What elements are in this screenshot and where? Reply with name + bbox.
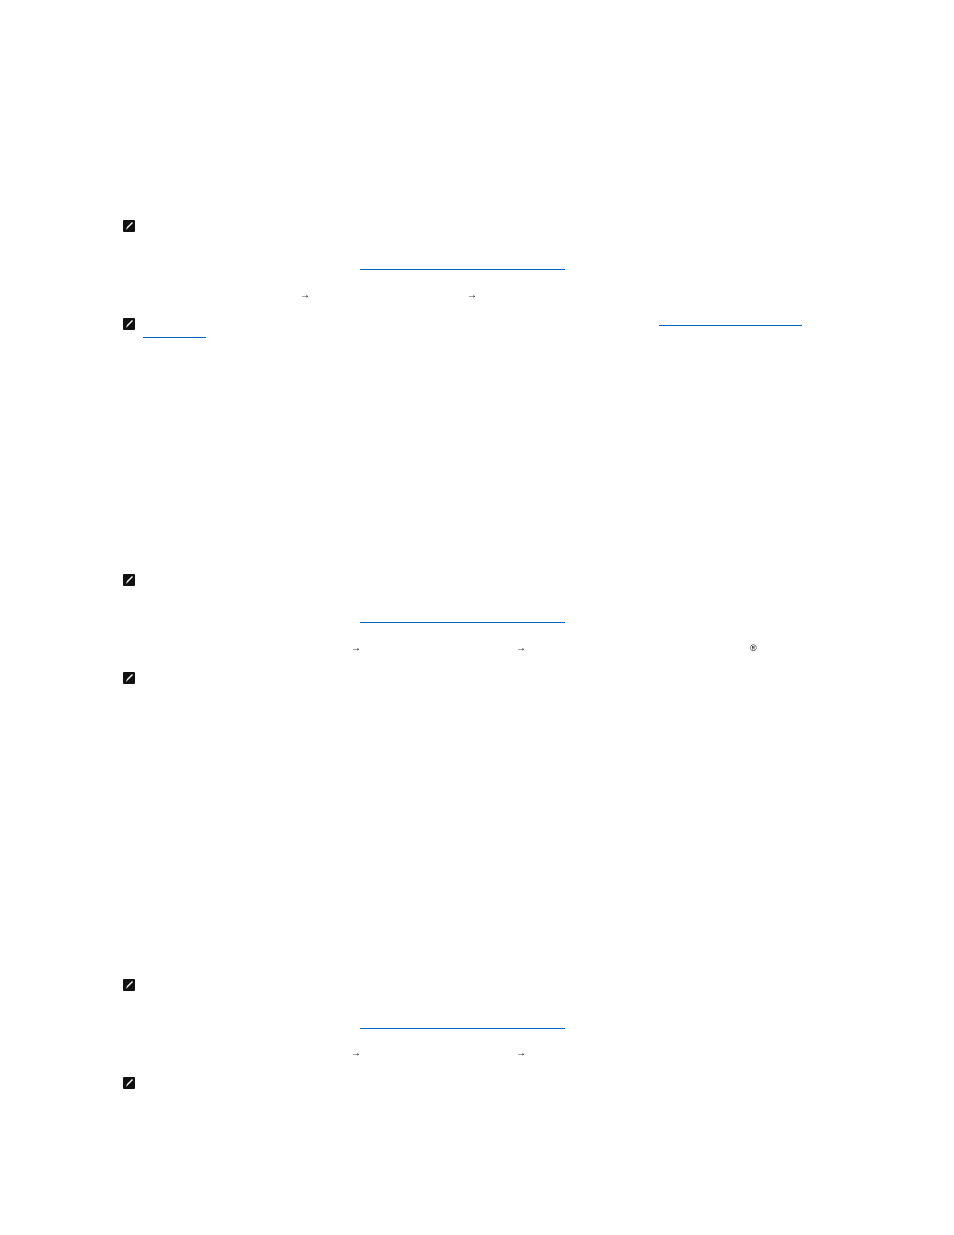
hyperlink-continuation[interactable]	[143, 337, 206, 338]
note-pencil-icon	[123, 1077, 135, 1089]
arrow-right-icon: →	[351, 643, 361, 654]
note-pencil-icon	[123, 318, 135, 330]
arrow-right-icon: →	[516, 643, 526, 654]
hyperlink[interactable]	[360, 622, 565, 623]
note-pencil-icon	[123, 979, 135, 991]
registered-mark: ®	[750, 643, 757, 653]
hyperlink[interactable]	[360, 269, 565, 270]
arrow-right-icon: →	[351, 1048, 361, 1059]
arrow-right-icon: →	[467, 290, 477, 301]
note-pencil-icon	[123, 574, 135, 586]
note-pencil-icon	[123, 672, 135, 684]
hyperlink[interactable]	[360, 1028, 565, 1029]
arrow-right-icon: →	[300, 290, 310, 301]
hyperlink[interactable]	[659, 325, 802, 326]
arrow-right-icon: →	[516, 1048, 526, 1059]
note-pencil-icon	[123, 220, 135, 232]
